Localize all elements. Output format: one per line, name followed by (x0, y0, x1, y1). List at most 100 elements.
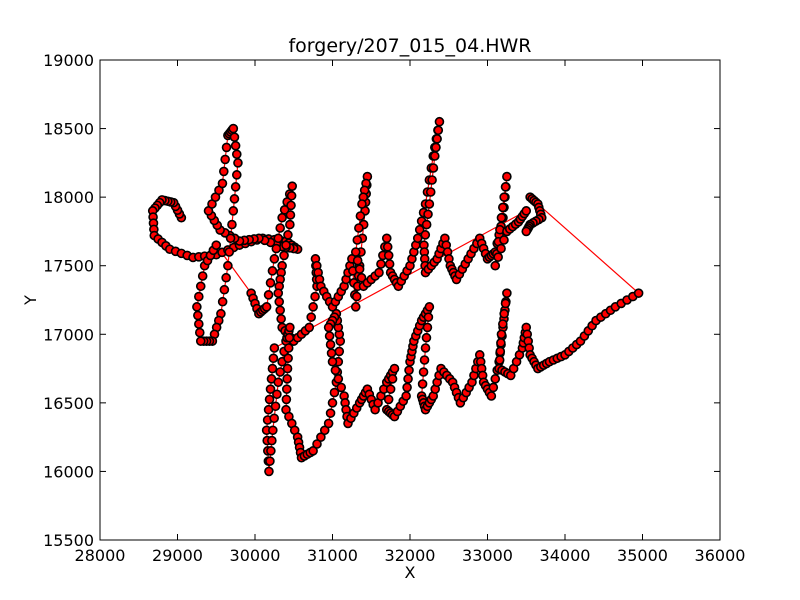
data-point (495, 346, 506, 357)
y-tick-label: 16500 (43, 394, 94, 413)
data-point (499, 192, 509, 202)
data-point (287, 181, 298, 191)
data-point (494, 355, 505, 365)
data-point (498, 202, 508, 213)
y-tick-label: 18000 (43, 188, 94, 207)
y-axis-title: Y (21, 295, 40, 306)
data-point (383, 250, 394, 261)
data-point (486, 391, 497, 401)
chart-title: forgery/207_015_04.HWR (288, 35, 531, 57)
data-point (193, 310, 203, 321)
data-point (351, 291, 362, 302)
data-point (419, 355, 430, 365)
data-point (285, 322, 295, 333)
data-point (192, 302, 202, 312)
data-point (326, 348, 337, 358)
data-point (264, 394, 275, 405)
data-point (281, 394, 292, 405)
data-point (195, 281, 206, 292)
data-point (273, 288, 284, 298)
data-point (283, 230, 293, 240)
data-point (401, 391, 411, 401)
data-point (194, 291, 204, 302)
data-point (427, 175, 437, 185)
data-point (376, 259, 386, 269)
data-point (496, 243, 506, 254)
y-tick-label: 17500 (43, 257, 94, 276)
data-point (336, 382, 347, 393)
data-point (277, 212, 287, 223)
data-point (266, 446, 276, 456)
x-tick-label: 30000 (230, 546, 281, 565)
data-point (429, 151, 440, 161)
data-point (267, 435, 277, 446)
data-point (316, 432, 326, 442)
data-point (231, 170, 242, 180)
data-point (433, 125, 444, 136)
data-point (265, 278, 276, 288)
data-point (325, 339, 336, 350)
data-point (382, 242, 393, 252)
data-point (420, 230, 431, 240)
data-point (502, 171, 512, 182)
data-point (229, 194, 240, 204)
data-point (420, 343, 431, 353)
data-point (211, 240, 222, 250)
data-point (271, 243, 282, 254)
data-point (304, 322, 315, 333)
data-point (381, 233, 392, 244)
data-point (424, 199, 435, 209)
data-point (418, 367, 429, 377)
data-point (269, 254, 280, 264)
data-point (383, 394, 394, 405)
data-point (431, 142, 441, 153)
data-point (356, 272, 367, 283)
data-point (325, 408, 336, 418)
data-point (194, 327, 205, 338)
data-point (496, 212, 507, 223)
data-point (197, 271, 208, 281)
data-point (500, 182, 511, 192)
data-point (352, 255, 363, 266)
data-point (498, 319, 508, 329)
data-point (417, 379, 428, 389)
data-point (283, 343, 294, 353)
data-point (286, 200, 296, 211)
data-point (219, 284, 230, 295)
y-tick-label: 15500 (43, 531, 94, 550)
data-point (283, 353, 293, 364)
data-point (265, 384, 276, 394)
data-point (275, 305, 285, 316)
data-point (521, 206, 532, 216)
data-point (327, 356, 338, 367)
data-point (428, 163, 439, 173)
data-point (224, 247, 235, 257)
data-point (496, 329, 507, 340)
data-point (384, 259, 395, 269)
x-tick-label: 32000 (385, 546, 436, 565)
data-point (281, 240, 291, 250)
data-point (327, 398, 338, 408)
data-point (281, 384, 292, 394)
data-point (269, 343, 280, 353)
data-point (422, 322, 433, 333)
data-point (329, 387, 340, 398)
data-point (488, 382, 499, 393)
data-point (424, 302, 435, 312)
data-point (425, 187, 436, 197)
x-tick-label: 33000 (462, 546, 513, 565)
data-point (223, 260, 233, 271)
data-point (350, 247, 361, 257)
data-point (229, 132, 240, 142)
data-point (633, 288, 644, 298)
x-tick-label: 34000 (540, 546, 591, 565)
data-point (273, 377, 284, 388)
data-point (194, 319, 204, 329)
data-point (496, 338, 506, 348)
data-point (217, 296, 228, 307)
data-point (230, 140, 241, 151)
data-point (412, 233, 423, 244)
data-point (261, 302, 272, 312)
data-point (284, 332, 295, 343)
data-point (231, 149, 242, 160)
